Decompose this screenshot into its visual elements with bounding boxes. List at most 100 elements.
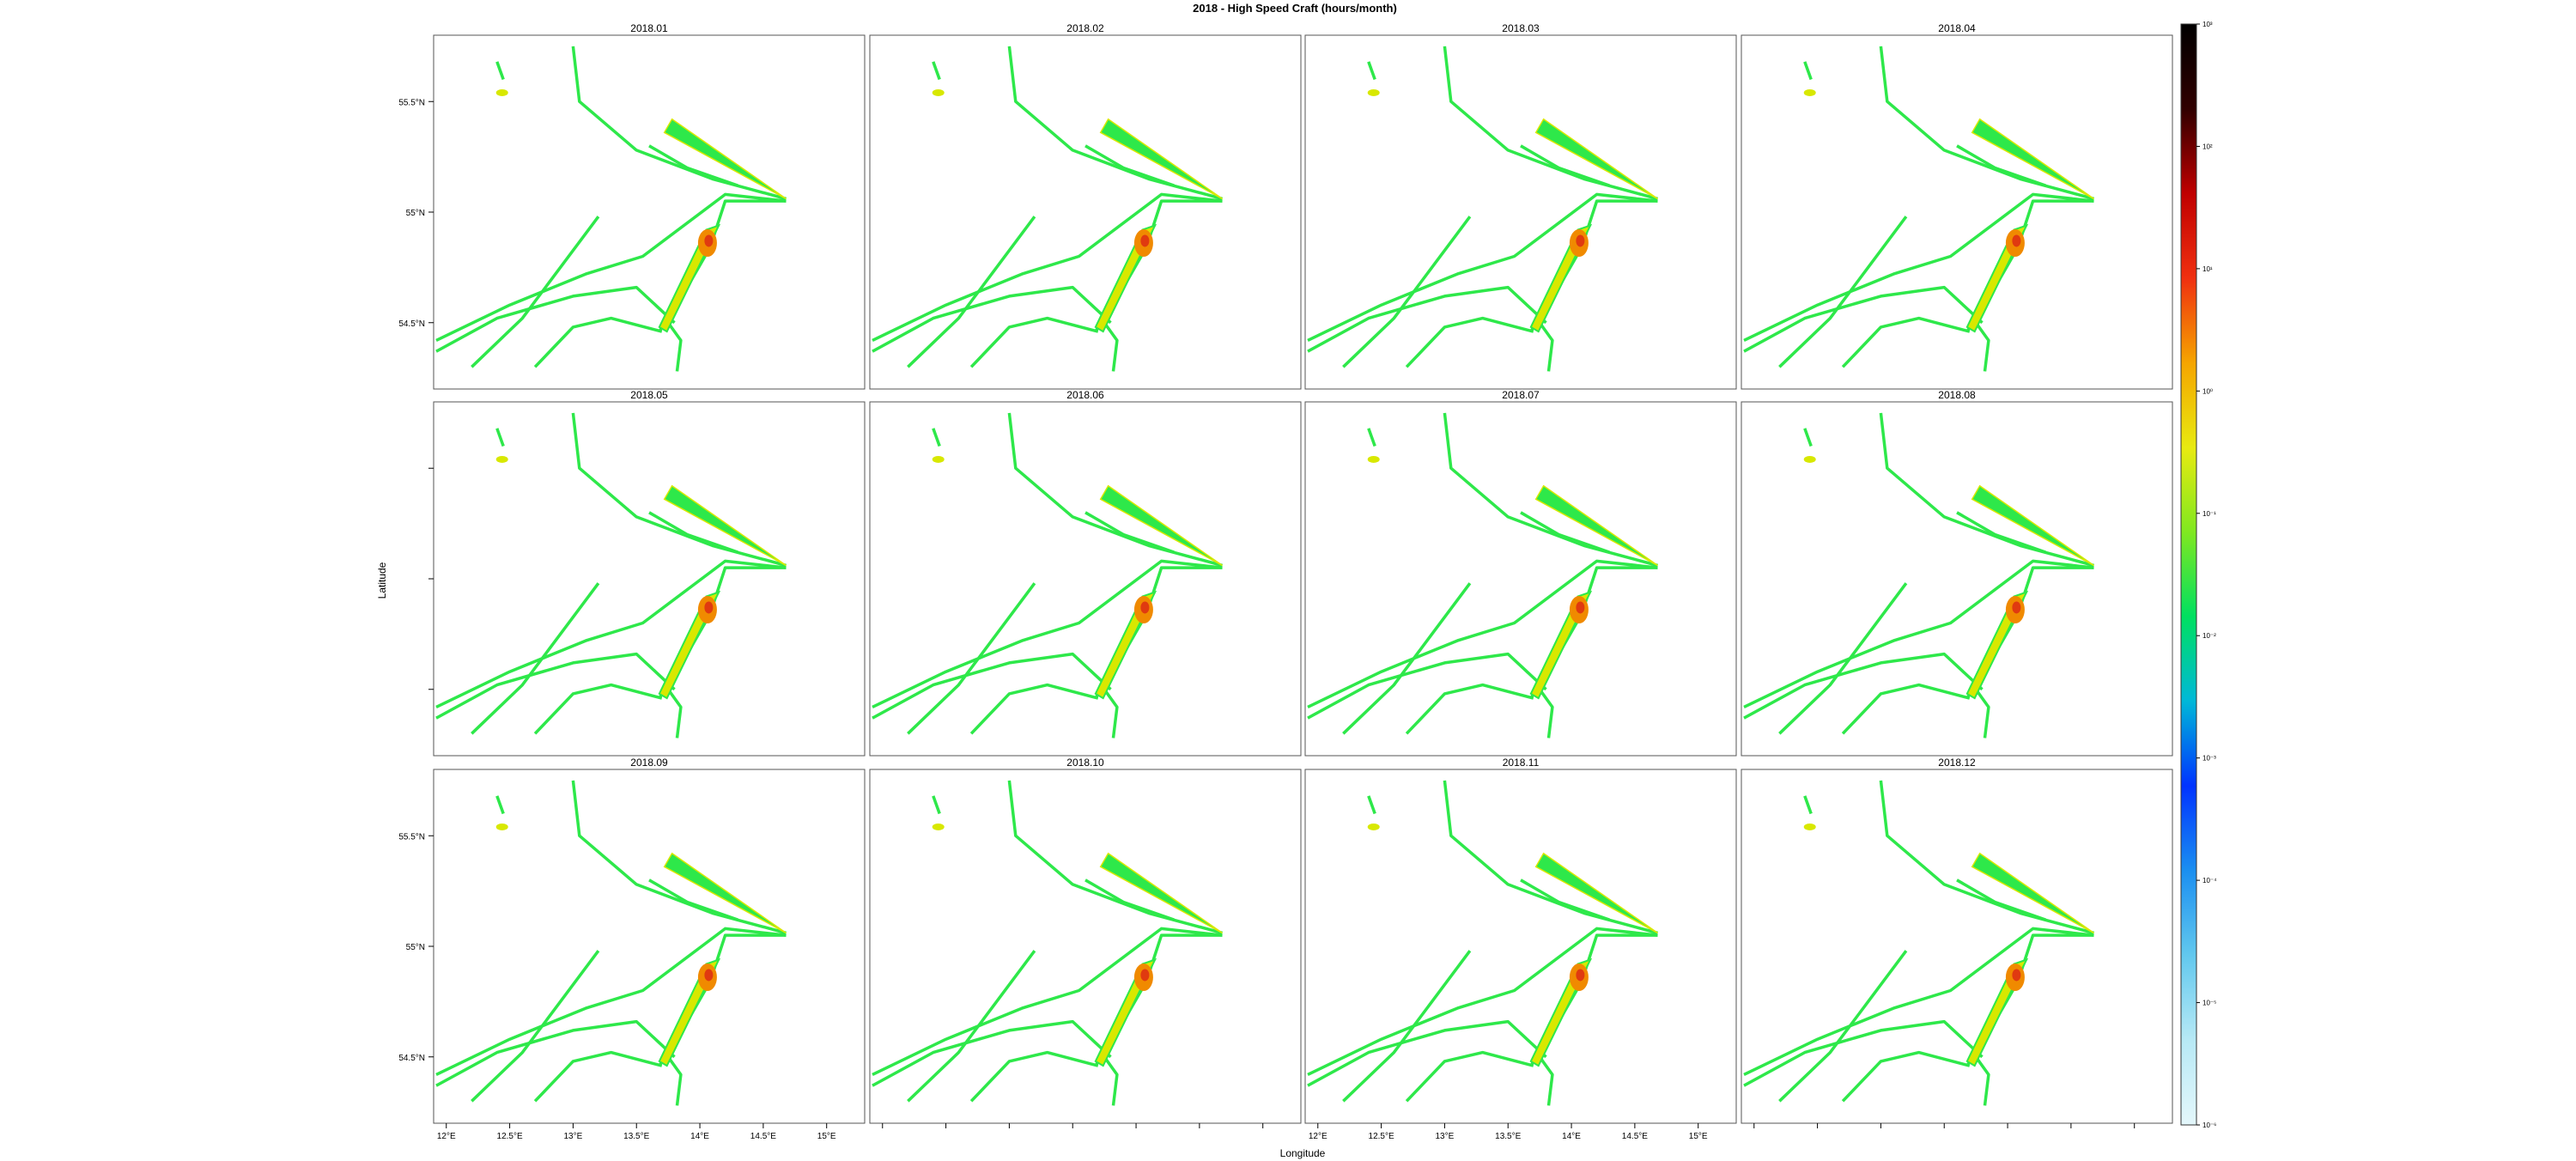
x-tick-label: 14.5°E xyxy=(1622,1132,1648,1141)
vessel-track xyxy=(1405,683,1534,735)
panel-grid: 2018.01 2018.02 2018.03 2018.04 2018.05 2018.… xyxy=(433,22,2173,1124)
x-tick-label: 12°E xyxy=(1309,1132,1327,1141)
track-layer xyxy=(435,780,787,1106)
vessel-track xyxy=(1841,1050,1971,1103)
panel-title: 2018.04 xyxy=(1938,22,1976,34)
colorbar-tick-label: 10⁻⁴ xyxy=(2202,877,2217,884)
x-tick-label: 13.5°E xyxy=(623,1132,649,1141)
port-hotspot-peak xyxy=(704,601,714,614)
vessel-track xyxy=(1803,795,1813,815)
vessel-track xyxy=(1405,316,1534,368)
vessel-track xyxy=(1405,1050,1534,1103)
northern-lane-density xyxy=(1971,484,2094,567)
x-tick-label: 14°E xyxy=(1562,1132,1581,1141)
vessel-track xyxy=(1307,192,1658,342)
north-port-spot xyxy=(1367,823,1380,830)
vessel-track xyxy=(1841,316,1971,368)
port-hotspot-peak xyxy=(1576,601,1585,614)
x-tick-label: 14.5°E xyxy=(750,1132,776,1141)
y-tick-label: 54.5°N xyxy=(398,1054,425,1063)
vessel-track xyxy=(1803,428,1813,447)
colorbar-tick-label: 10⁻⁵ xyxy=(2202,1000,2216,1007)
track-layer xyxy=(435,46,787,372)
colorbar-tick-label: 10⁻⁶ xyxy=(2202,1121,2216,1129)
port-hotspot-peak xyxy=(1576,969,1585,982)
colorbar-tick-label: 10⁻² xyxy=(2202,632,2216,640)
panel-frame xyxy=(433,401,866,757)
vessel-track xyxy=(1743,285,1984,353)
x-axis-label: Longitude xyxy=(1280,1147,1326,1159)
vessel-track xyxy=(1743,1019,1984,1087)
panel-title: 2018.07 xyxy=(1502,389,1540,401)
panel-frame xyxy=(1741,34,2173,390)
track-layer xyxy=(872,46,1223,372)
vessel-track xyxy=(435,1019,676,1087)
vessel-track xyxy=(648,511,738,554)
y-tick-label: 54.5°N xyxy=(398,319,425,329)
north-port-spot xyxy=(1803,88,1816,96)
vessel-track xyxy=(666,321,683,372)
track-layer xyxy=(1743,46,2094,372)
vessel-track xyxy=(1520,144,1610,187)
vessel-track xyxy=(648,878,738,921)
vessel-track xyxy=(1520,511,1610,554)
vessel-track xyxy=(1367,795,1376,815)
panel-frame xyxy=(869,769,1302,1124)
northern-lane-density xyxy=(1099,484,1223,567)
x-tick-label: 13°E xyxy=(1436,1132,1455,1141)
panel-frame xyxy=(1304,401,1737,757)
north-port-spot xyxy=(932,88,945,96)
vessel-track xyxy=(1307,927,1658,1076)
x-tick-label: 12.5°E xyxy=(1369,1132,1394,1141)
north-port-spot xyxy=(495,455,508,463)
x-tick-label: 15°E xyxy=(1689,1132,1708,1141)
port-hotspot-peak xyxy=(1140,969,1150,982)
vessel-track xyxy=(435,652,676,720)
panel-title: 2018.10 xyxy=(1066,757,1104,769)
y-axis: 54.5°N 55°N 55.5°N 54.5°N 55°N 55.5°N xyxy=(398,98,434,1063)
vessel-track xyxy=(1538,1055,1554,1106)
northern-lane-density xyxy=(663,118,787,200)
vessel-track xyxy=(1974,1055,1990,1106)
colorbar-tick-label: 10¹ xyxy=(2202,265,2213,273)
vessel-track xyxy=(435,927,787,1076)
vessel-track xyxy=(1538,688,1554,739)
vessel-track xyxy=(872,927,1223,1076)
vessel-track xyxy=(1841,683,1971,735)
vessel-track xyxy=(1803,61,1813,81)
vessel-track xyxy=(666,1055,683,1106)
vessel-track xyxy=(1084,878,1175,921)
port-hotspot-peak xyxy=(1576,234,1585,247)
northern-lane-density xyxy=(1534,484,1658,567)
vessel-track xyxy=(1084,511,1175,554)
colorbar: 10⁻⁶ 10⁻⁵ 10⁻⁴ 10⁻³ 10⁻² 10⁻¹ 10⁰ 10¹ 10² 10³ xyxy=(2180,21,2217,1129)
y-axis-label: Latitude xyxy=(376,562,388,599)
vessel-track xyxy=(969,316,1099,368)
vessel-track xyxy=(1956,878,2046,921)
x-axis: 12°E 12.5°E 13°E 13.5°E 14°E 14.5°E 15°E 12°E 12… xyxy=(437,1123,2136,1141)
track-layer xyxy=(1307,46,1658,372)
vessel-track xyxy=(872,192,1223,342)
vessel-track xyxy=(1103,688,1119,739)
north-port-spot xyxy=(932,455,945,463)
panel-frame xyxy=(1304,769,1737,1124)
colorbar-gradient xyxy=(2180,23,2197,1126)
vessel-track xyxy=(1307,559,1658,708)
panel-2018.10: 2018.10 xyxy=(869,757,1302,1124)
panel-2018.12: 2018.12 xyxy=(1741,757,2173,1124)
vessel-track xyxy=(872,652,1112,720)
port-hotspot-peak xyxy=(704,234,714,247)
vessel-track xyxy=(1743,652,1984,720)
vessel-track xyxy=(1307,1019,1547,1087)
x-tick-label: 13.5°E xyxy=(1495,1132,1521,1141)
northern-lane-density xyxy=(1971,118,2094,200)
vessel-track xyxy=(1307,285,1547,353)
panel-frame xyxy=(869,34,1302,390)
panel-title: 2018.08 xyxy=(1938,389,1976,401)
panel-2018.09: 2018.09 xyxy=(433,757,866,1124)
vessel-track xyxy=(435,285,676,353)
panel-title: 2018.06 xyxy=(1066,389,1104,401)
track-layer xyxy=(1307,412,1658,739)
chart-title: 2018 - High Speed Craft (hours/month) xyxy=(1193,2,1397,15)
port-hotspot-peak xyxy=(1140,601,1150,614)
